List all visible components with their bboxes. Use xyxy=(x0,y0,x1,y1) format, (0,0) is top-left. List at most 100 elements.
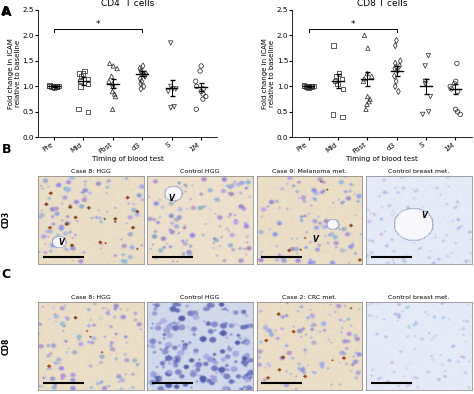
Y-axis label: Fold change in ICAM
relative to baseline: Fold change in ICAM relative to baseline xyxy=(262,38,275,109)
Title: CD8 T cells: CD8 T cells xyxy=(357,0,407,8)
Point xyxy=(199,96,207,102)
Point xyxy=(200,86,207,92)
Point xyxy=(394,68,401,74)
Point xyxy=(425,109,432,115)
Point xyxy=(310,83,318,89)
Point xyxy=(338,76,346,82)
Point xyxy=(394,88,402,95)
Point xyxy=(452,106,459,112)
Point xyxy=(50,84,57,90)
Point xyxy=(365,98,373,105)
Point xyxy=(451,81,458,87)
Point xyxy=(84,76,91,82)
X-axis label: Timing of blood test: Timing of blood test xyxy=(346,156,418,162)
Title: Control HGG: Control HGG xyxy=(181,296,220,300)
Point xyxy=(141,72,148,78)
Point xyxy=(452,78,459,84)
Point xyxy=(329,43,337,49)
Text: B: B xyxy=(1,143,11,156)
Point xyxy=(456,111,464,117)
Text: CD3: CD3 xyxy=(2,211,10,229)
Title: Case 8: HGG: Case 8: HGG xyxy=(71,169,111,174)
Point xyxy=(108,73,115,79)
X-axis label: Timing of blood test: Timing of blood test xyxy=(91,156,164,162)
Point xyxy=(51,83,58,89)
Point xyxy=(447,83,454,89)
Point xyxy=(199,91,207,97)
Title: Case 2: CRC met.: Case 2: CRC met. xyxy=(282,296,337,300)
Point xyxy=(167,40,174,46)
Point xyxy=(106,60,113,67)
Point xyxy=(363,101,371,107)
Point xyxy=(113,65,121,72)
Point xyxy=(331,78,339,84)
Point xyxy=(137,81,145,87)
Point xyxy=(198,88,205,95)
Y-axis label: Fold change in ICAM
relative to baseline: Fold change in ICAM relative to baseline xyxy=(8,38,21,109)
Point xyxy=(305,83,313,89)
Point xyxy=(307,83,314,89)
Point xyxy=(109,63,117,69)
Point xyxy=(425,52,432,59)
Point xyxy=(360,76,368,82)
Point xyxy=(332,73,339,79)
Text: V: V xyxy=(421,211,428,220)
Point xyxy=(81,68,88,74)
Point xyxy=(300,83,308,89)
Point xyxy=(304,84,312,90)
Point xyxy=(334,81,341,87)
Point xyxy=(53,83,60,89)
Point xyxy=(84,109,92,115)
Point xyxy=(111,91,118,97)
Point xyxy=(109,83,117,89)
Text: *: * xyxy=(96,20,100,29)
Text: A: A xyxy=(1,5,11,18)
Point xyxy=(301,82,308,89)
Point xyxy=(391,65,399,72)
Point xyxy=(307,83,315,89)
Title: CD4  T cells: CD4 T cells xyxy=(101,0,154,8)
Point xyxy=(421,78,429,84)
Point xyxy=(137,86,145,92)
Point xyxy=(305,84,312,91)
Point xyxy=(50,84,58,90)
Point xyxy=(392,37,400,44)
Point xyxy=(303,84,311,90)
Point xyxy=(49,84,56,90)
Text: V: V xyxy=(312,235,318,244)
Point xyxy=(105,78,113,84)
Point xyxy=(392,64,400,70)
Point xyxy=(392,60,399,67)
Point xyxy=(112,93,119,100)
Point xyxy=(392,78,400,84)
Point xyxy=(329,111,337,117)
Text: C: C xyxy=(1,268,10,281)
Point xyxy=(164,88,172,95)
Point xyxy=(138,78,146,84)
Point xyxy=(339,86,346,92)
Point xyxy=(362,106,370,112)
Title: Case 8: HGG: Case 8: HGG xyxy=(71,296,111,300)
Point xyxy=(391,73,398,79)
Point xyxy=(419,111,427,117)
Point xyxy=(48,83,55,89)
Point xyxy=(427,93,434,100)
Point xyxy=(368,73,375,79)
Point xyxy=(46,83,54,89)
Point xyxy=(335,71,343,77)
Point xyxy=(364,45,372,51)
Point xyxy=(77,83,84,89)
Point xyxy=(136,65,144,72)
Text: V: V xyxy=(59,238,64,247)
Title: Case 9: Melanoma met.: Case 9: Melanoma met. xyxy=(272,169,347,174)
Title: Control breast met.: Control breast met. xyxy=(388,296,449,300)
Point xyxy=(202,93,210,100)
Point xyxy=(421,81,429,87)
Point xyxy=(46,82,54,89)
Point xyxy=(192,106,200,112)
Point xyxy=(366,96,374,102)
Point xyxy=(302,83,310,89)
Point xyxy=(364,93,371,100)
Point xyxy=(77,78,84,84)
Point xyxy=(454,88,462,95)
